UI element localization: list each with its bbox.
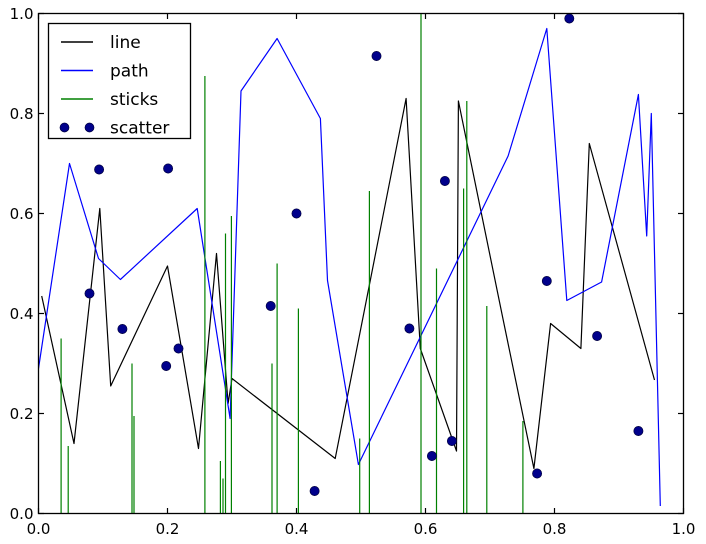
x-tick-label: 0.8 (543, 520, 567, 538)
scatter-series (84, 13, 644, 496)
scatter-point (592, 331, 603, 341)
x-tick-label: 0.6 (414, 520, 438, 538)
axis-ticks: 0.0 0.2 0.4 0.6 0.8 1.0 0.0 0.2 0.4 0.6 0.8 1.0 (10, 5, 696, 538)
scatter-point (532, 468, 543, 479)
scatter-point (446, 436, 457, 446)
scatter-point (173, 343, 184, 354)
scatter-point (84, 288, 95, 299)
scatter-point (291, 208, 302, 219)
path-series (38, 27, 661, 507)
x-tick-label: 1.0 (672, 520, 696, 538)
plot-frame (37, 12, 685, 515)
x-tick-label: 0.0 (27, 520, 51, 538)
scatter-point (404, 323, 415, 334)
legend-item-label: sticks (110, 90, 158, 110)
y-tick-label: 0.8 (10, 105, 34, 123)
legend: line path sticks scatter (47, 22, 192, 140)
scatter-point (163, 163, 174, 174)
scatter-point (94, 164, 105, 175)
legend-item-label: scatter (110, 119, 169, 139)
y-tick-label: 0.2 (10, 405, 34, 423)
y-tick-label: 0.4 (10, 305, 34, 323)
scatter-point (426, 451, 437, 461)
sticks-series (60, 13, 524, 514)
scatter-point (439, 176, 450, 186)
legend-sample-dot (84, 122, 95, 133)
scatter-point (633, 426, 644, 436)
x-tick-label: 0.4 (285, 520, 309, 538)
scatter-point (265, 301, 276, 311)
y-tick-label: 1.0 (10, 5, 34, 23)
scatter-point (161, 361, 172, 371)
legend-item-label: line (110, 33, 141, 53)
y-tick-label: 0.0 (10, 505, 34, 523)
scatter-point (564, 13, 575, 24)
scatter-point (117, 324, 128, 334)
scatter-point (371, 51, 382, 61)
line-series (41, 97, 656, 470)
legend-sample-dot (59, 122, 70, 133)
scatter-point (309, 486, 320, 496)
scatter-point (541, 276, 552, 286)
y-tick-label: 0.6 (10, 205, 34, 223)
x-tick-label: 0.2 (156, 520, 180, 538)
plot-area (38, 13, 661, 514)
legend-item-label: path (110, 62, 149, 82)
